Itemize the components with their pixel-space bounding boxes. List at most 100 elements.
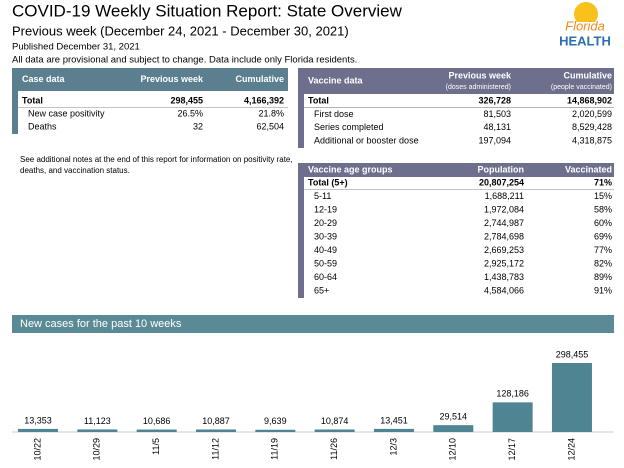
title: COVID-19 Weekly Situation Report: State … [12,1,403,20]
row-label: Additional or booster dose [314,136,419,146]
data-label: 10,887 [202,416,230,426]
cell: 60% [594,218,612,228]
cell: 58% [594,204,612,214]
cell: 298,455 [170,95,203,105]
row-label: Deaths [28,121,57,131]
bar [551,363,592,432]
data-label: 11,123 [84,416,111,426]
row-label: 50-59 [314,258,337,268]
x-tick-label: 12/10 [448,438,458,461]
bar [136,429,177,432]
row-label: 5-11 [314,191,331,201]
cell: 4,584,066 [484,285,524,295]
bar [195,429,236,432]
cell: 2,744,987 [484,218,524,228]
column-header: Vaccine data [308,75,364,85]
cell: 14,868,902 [567,95,612,105]
column-note: (people vaccinated) [551,84,612,91]
cell: 8,529,428 [572,122,612,132]
x-tick-label: 12/17 [507,438,517,461]
bar [492,402,533,432]
column-header: Previous week [448,70,512,80]
bar [373,428,414,432]
note: deaths, and vaccination status. [20,166,130,175]
published: Published December 31, 2021 [12,42,140,53]
logo: Florida HEALTH [559,2,611,48]
column-header: Vaccine age groups [308,164,393,174]
table-strip [298,163,304,298]
cell: 2,669,253 [484,245,524,255]
logo-text: HEALTH [559,33,611,48]
x-tick-label: 11/5 [151,438,161,455]
cell: 20,807,254 [479,177,524,187]
row-label: First dose [314,109,354,119]
cell: 82% [594,258,612,268]
data-label: 9,639 [264,416,287,426]
cell: 77% [594,245,612,255]
logo-sun [574,2,598,26]
cell: 2,925,172 [484,258,524,268]
column-note: (doses administered) [446,84,511,91]
data-label: 10,686 [143,416,171,426]
logo-text: Florida [565,18,605,33]
bar [314,429,355,432]
column-header: Previous week [140,74,204,84]
cell: 91% [594,285,612,295]
cell: 26.5% [177,108,203,118]
cell: 62,504 [256,121,284,131]
table-strip [298,68,304,148]
row-label: 12-19 [314,204,337,214]
subtitle: Previous week (December 24, 2021 - Decem… [12,23,349,38]
row-label: New case positivity [28,108,105,118]
cell: 4,318,875 [572,136,612,146]
column-header: Case data [22,74,66,84]
cell: 1,438,783 [484,272,524,282]
cell: 71% [594,177,612,187]
cell: 326,728 [478,95,511,105]
x-tick-label: 11/26 [329,438,339,460]
logo-mask [566,22,606,30]
note: See additional notes at the end of this … [20,155,293,164]
row-label: 65+ [314,285,329,295]
chart-title: New cases for the past 10 weeks [20,318,182,330]
data-label: 128,186 [496,389,529,399]
row-label: Total [308,95,329,105]
cell: 4,166,392 [244,95,284,105]
cell: 1,688,211 [485,191,524,201]
data-label: 13,353 [24,415,52,425]
bar [255,429,296,432]
cell: 48,131 [483,122,511,132]
data-label: 10,874 [321,416,349,426]
cell: 81,503 [483,109,511,119]
bar [77,429,118,432]
column-header: Vaccinated [565,164,612,174]
cell: 2,784,698 [484,231,524,241]
cell: 69% [594,231,612,241]
x-tick-label: 12/24 [566,438,576,461]
row-label: Total [22,95,43,105]
table-strip [12,68,18,134]
row-label: 60-64 [314,272,337,282]
cell: 197,094 [478,136,511,146]
column-header: Population [478,164,525,174]
x-tick-label: 10/22 [32,438,42,461]
row-label: Series completed [314,122,384,132]
row-label: 20-29 [314,218,337,228]
cell: 2,020,599 [572,109,612,119]
x-tick-label: 11/12 [210,438,220,460]
cell: 32 [193,121,203,131]
x-tick-label: 11/19 [270,438,280,460]
table-header [298,68,614,94]
column-header: Cumulative [563,70,612,80]
chart-header [12,315,614,333]
bar [18,428,58,432]
data-label: 13,451 [380,415,408,425]
cell: 21.8% [258,108,284,118]
table-header [12,68,288,91]
data-label: 29,514 [440,412,468,422]
row-label: 40-49 [314,245,337,255]
cell: 1,972,084 [484,204,524,214]
data-label: 298,455 [556,349,589,359]
